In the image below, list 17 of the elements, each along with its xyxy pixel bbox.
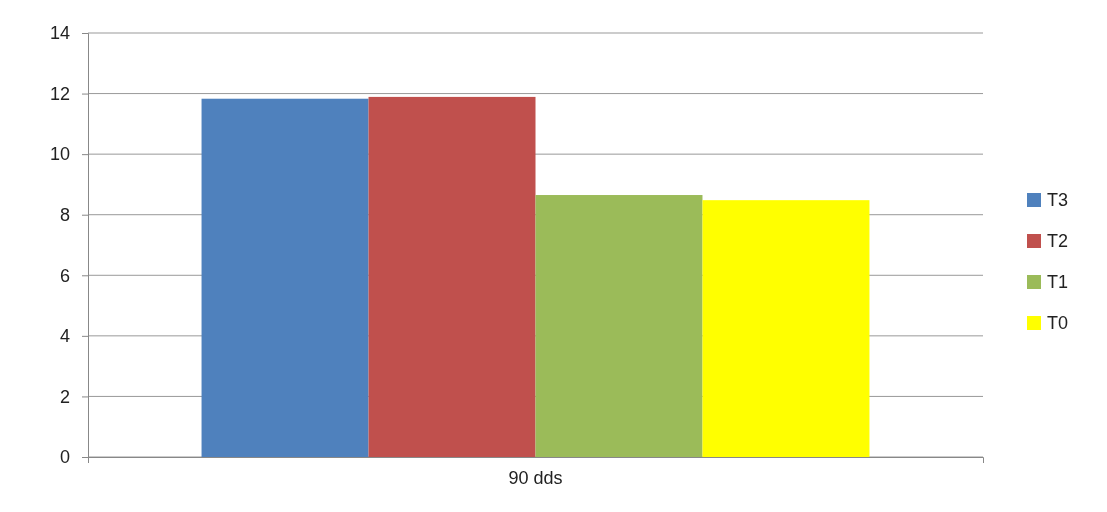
y-tick-label: 6 (59, 265, 70, 286)
bar (201, 98, 369, 457)
bar (702, 200, 870, 457)
y-tick-label: 2 (59, 386, 70, 407)
y-tick-label: 10 (49, 144, 70, 165)
legend-label: T2 (1047, 231, 1069, 251)
legend-label: T1 (1047, 272, 1069, 292)
y-tick-label: 0 (59, 447, 70, 468)
legend-label: T0 (1047, 313, 1069, 333)
y-tick-label: 14 (49, 23, 70, 44)
y-tick-label: 8 (59, 204, 70, 225)
bar (535, 195, 703, 457)
x-tick-label: 90 dds (508, 467, 563, 488)
y-tick-label: 4 (59, 326, 70, 347)
legend-label: T3 (1047, 190, 1069, 210)
y-tick-label: 12 (49, 83, 70, 104)
bar (368, 96, 536, 457)
